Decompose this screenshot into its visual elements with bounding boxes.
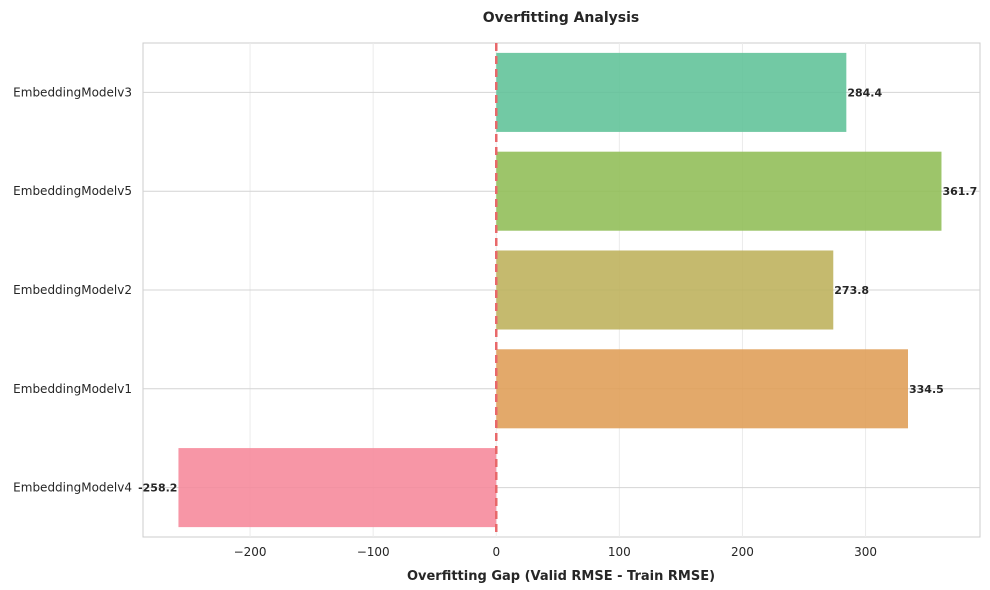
bar-value-label: 361.7 [942,185,977,198]
bar-embeddingmodelv2 [496,250,834,330]
y-tick-label: EmbeddingModelv1 [13,382,132,396]
bar-embeddingmodelv3 [496,52,847,132]
y-tick-labels: EmbeddingModelv3 EmbeddingModelv5 Embeddin… [13,85,132,494]
bar-value-label: 273.8 [834,284,869,297]
bar-value-label: -258.2 [138,482,177,495]
y-tick-label: EmbeddingModelv2 [13,283,132,297]
x-axis-label: Overfitting Gap (Valid RMSE - Train RMSE… [407,569,715,584]
bar-value-label: 334.5 [909,383,944,396]
chart-title: Overfitting Analysis [483,10,640,26]
x-tick-label: −100 [357,545,390,559]
y-tick-label: EmbeddingModelv5 [13,184,132,198]
bar-value-labels: 284.4 361.7 273.8 334.5 -258.2 [138,86,977,494]
x-tick-labels: −200 −100 0 100 200 300 [234,545,877,559]
bar-embeddingmodelv5 [496,151,942,231]
y-tick-label: EmbeddingModelv4 [13,481,132,495]
bar-embeddingmodelv1 [496,349,908,429]
x-tick-label: 200 [731,545,754,559]
bar-value-label: 284.4 [847,86,882,99]
bar-embeddingmodelv4 [178,448,497,528]
x-tick-label: −200 [234,545,267,559]
x-tick-label: 100 [608,545,631,559]
x-tick-label: 300 [854,545,877,559]
x-tick-label: 0 [492,545,500,559]
bars [178,52,942,528]
y-tick-label: EmbeddingModelv3 [13,85,132,99]
